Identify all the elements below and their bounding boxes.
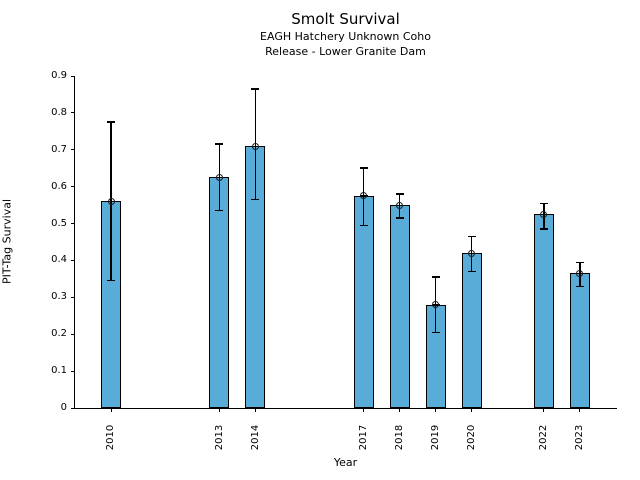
x-tick-label-text: 2022 xyxy=(538,424,550,450)
y-tick-label: 0.5 xyxy=(51,217,67,229)
y-tick-mark xyxy=(71,75,75,77)
x-tick-label-2019: 2019 xyxy=(428,415,444,459)
error-cap-bottom-2023 xyxy=(575,285,584,288)
x-tick-mark-2017 xyxy=(363,408,365,412)
error-cap-top-2018 xyxy=(395,193,404,195)
error-cap-top-2017 xyxy=(359,167,368,169)
x-tick-label-text: 2014 xyxy=(249,424,261,450)
y-tick-label: 0.3 xyxy=(51,291,67,303)
chart-subtitle-line2: Release - Lower Granite Dam xyxy=(265,45,426,58)
y-tick-mark xyxy=(71,296,75,298)
y-tick-label: 0 xyxy=(60,402,67,413)
data-point-marker-2018 xyxy=(396,201,404,209)
error-cap-top-2014 xyxy=(251,88,260,90)
x-axis-label: Year xyxy=(333,456,358,469)
data-point-marker-2020 xyxy=(468,249,476,257)
x-tick-label-2013: 2013 xyxy=(211,415,227,459)
y-tick-label: 0.4 xyxy=(51,254,67,266)
y-tick-mark xyxy=(71,186,75,188)
y-tick-label: 0.8 xyxy=(51,106,67,118)
bar-2013 xyxy=(209,177,230,408)
x-tick-label-2017: 2017 xyxy=(356,415,372,459)
error-cap-bottom-2019 xyxy=(431,331,440,334)
x-tick-label-text: 2013 xyxy=(213,424,225,450)
x-tick-mark-2010 xyxy=(110,408,112,412)
x-tick-label-text: 2023 xyxy=(574,424,586,450)
x-tick-mark-2014 xyxy=(254,408,256,412)
error-cap-top-2020 xyxy=(467,235,476,238)
x-tick-mark-2023 xyxy=(579,408,581,412)
error-cap-top-2010 xyxy=(107,121,116,123)
data-point-marker-2013 xyxy=(215,173,223,181)
x-tick-label-text: 2020 xyxy=(466,424,478,450)
x-tick-label-2020: 2020 xyxy=(464,415,480,459)
y-tick-label: 0.7 xyxy=(51,143,67,155)
y-tick-label: 0.6 xyxy=(51,180,67,192)
x-tick-mark-2022 xyxy=(543,408,545,412)
data-point-marker-2010 xyxy=(107,197,115,205)
error-cap-bottom-2010 xyxy=(107,279,116,282)
x-tick-label-text: 2010 xyxy=(105,424,117,450)
y-tick-mark xyxy=(71,149,75,151)
y-tick-mark xyxy=(71,407,75,409)
y-tick-label: 0.9 xyxy=(51,70,67,81)
y-tick-mark xyxy=(71,112,75,114)
error-cap-top-2013 xyxy=(215,143,224,145)
y-tick-mark xyxy=(71,370,75,372)
data-point-marker-2023 xyxy=(576,269,584,277)
error-cap-bottom-2020 xyxy=(467,270,476,273)
bar-2017 xyxy=(353,195,374,408)
x-tick-label-2023: 2023 xyxy=(572,415,588,459)
x-tick-mark-2020 xyxy=(471,408,473,412)
error-cap-bottom-2018 xyxy=(395,217,404,219)
y-tick-mark xyxy=(71,223,75,225)
y-tick-label: 0.2 xyxy=(51,328,67,340)
x-tick-label-2018: 2018 xyxy=(392,415,408,459)
x-tick-label-2014: 2014 xyxy=(247,415,263,459)
data-point-marker-2017 xyxy=(360,192,368,200)
error-cap-bottom-2022 xyxy=(539,228,548,230)
x-tick-mark-2018 xyxy=(399,408,401,412)
data-point-marker-2022 xyxy=(540,210,548,218)
x-tick-mark-2019 xyxy=(435,408,437,412)
x-tick-label-2010: 2010 xyxy=(103,415,119,459)
data-point-marker-2014 xyxy=(251,142,259,150)
title-block: Smolt Survival EAGH Hatchery Unknown Coh… xyxy=(75,10,616,59)
error-cap-top-2023 xyxy=(575,261,584,264)
y-tick-mark xyxy=(71,259,75,261)
error-cap-top-2022 xyxy=(539,202,548,205)
bar-2022 xyxy=(533,214,554,408)
y-axis-label: PIT-Tag Survival xyxy=(0,199,14,285)
y-tick-label: 0.1 xyxy=(51,365,67,377)
bar-2020 xyxy=(461,253,482,408)
x-tick-label-2022: 2022 xyxy=(536,415,552,459)
x-tick-label-text: 2018 xyxy=(394,424,406,450)
bar-2023 xyxy=(569,273,590,408)
error-cap-bottom-2017 xyxy=(359,224,368,227)
x-tick-label-text: 2019 xyxy=(430,424,442,450)
error-cap-bottom-2014 xyxy=(251,198,260,201)
data-point-marker-2019 xyxy=(432,301,440,309)
chart-title: Smolt Survival xyxy=(291,10,400,28)
x-tick-mark-2013 xyxy=(218,408,220,412)
x-tick-label-text: 2017 xyxy=(358,424,370,450)
bar-2018 xyxy=(389,205,410,408)
plot-area xyxy=(74,76,617,409)
y-tick-mark xyxy=(71,333,75,335)
error-cap-bottom-2013 xyxy=(215,209,224,212)
chart-subtitle-line1: EAGH Hatchery Unknown Coho xyxy=(260,30,431,43)
error-cap-top-2019 xyxy=(431,276,440,278)
